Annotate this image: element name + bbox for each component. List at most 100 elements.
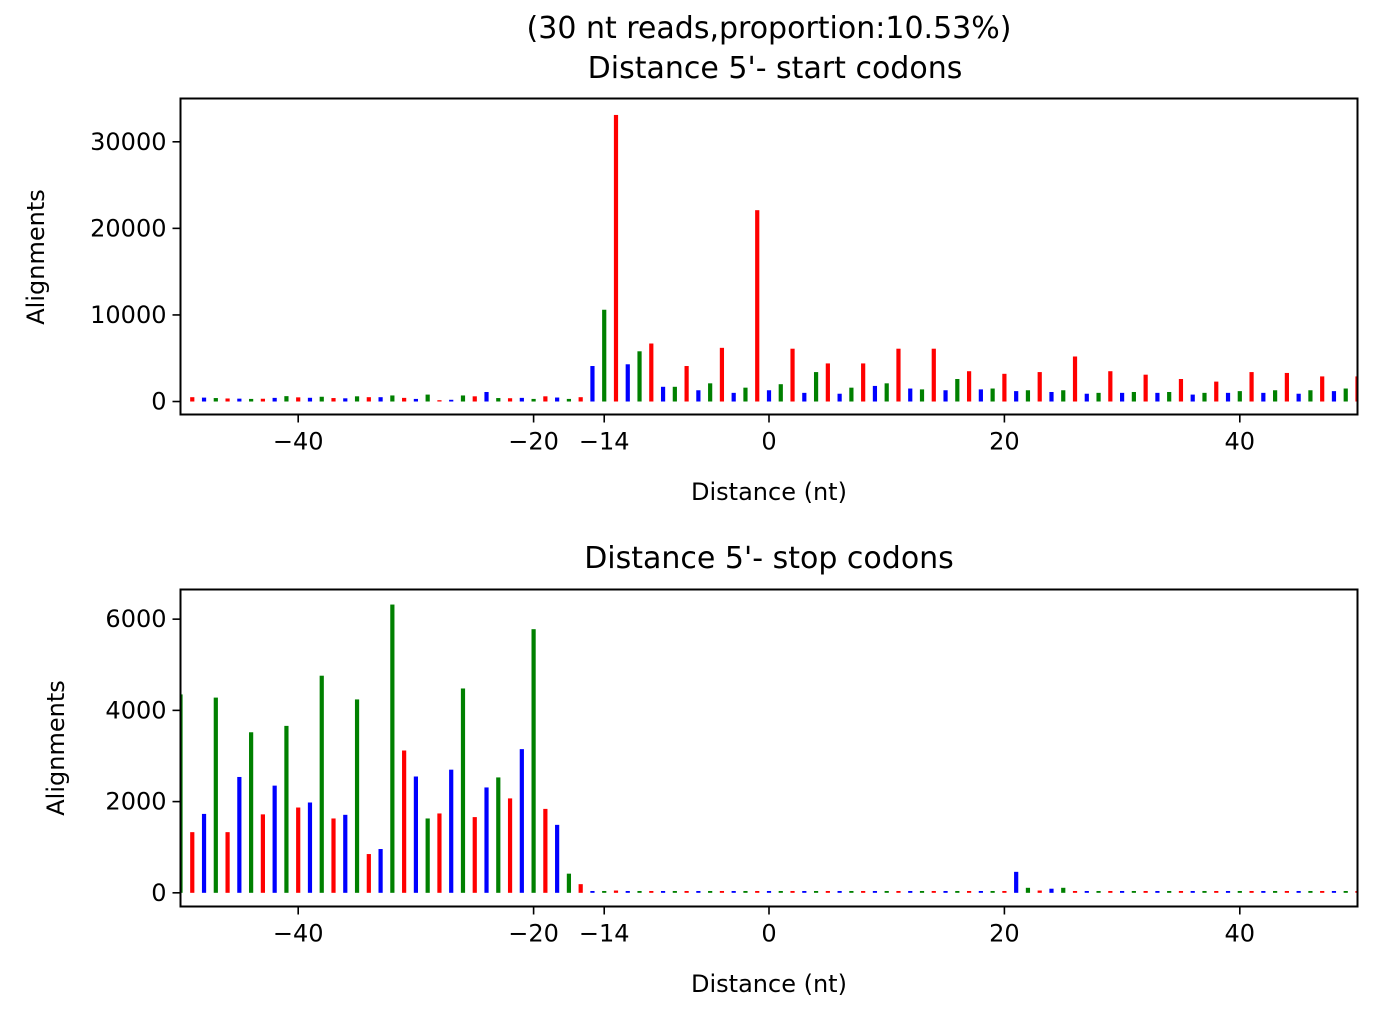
bar-x25 bbox=[1061, 390, 1066, 402]
bar-x-3 bbox=[731, 392, 736, 402]
bar-x-17 bbox=[566, 873, 572, 893]
bar-x48 bbox=[1331, 890, 1337, 893]
bar-x39 bbox=[1225, 392, 1231, 402]
bar-x7 bbox=[849, 387, 854, 402]
bar-x25 bbox=[1061, 887, 1066, 893]
chart-title-line-1: (30 nt reads,proportion:10.53%) bbox=[527, 11, 1012, 46]
bar-x22 bbox=[1025, 390, 1031, 402]
bar-x-40 bbox=[296, 807, 301, 893]
bar-x46 bbox=[1308, 390, 1313, 402]
y-tick-label: 10000 bbox=[90, 301, 166, 329]
bars bbox=[180, 604, 1358, 893]
bar-x-46 bbox=[225, 398, 230, 402]
bar-x-35 bbox=[354, 699, 360, 893]
bar-x17 bbox=[966, 890, 972, 893]
bar-x-26 bbox=[460, 688, 466, 893]
bar-x-35 bbox=[354, 396, 360, 402]
bar-x-43 bbox=[260, 398, 265, 402]
bar-x48 bbox=[1331, 391, 1337, 402]
bar-x0 bbox=[766, 390, 772, 402]
bar-x16 bbox=[955, 379, 960, 402]
y-axis-label: Alignments bbox=[22, 189, 50, 324]
bar-x-32 bbox=[390, 604, 395, 893]
bar-x43 bbox=[1273, 390, 1278, 402]
plot-frame bbox=[179, 97, 1359, 416]
bar-x-44 bbox=[249, 398, 254, 402]
bar-x-23 bbox=[496, 777, 501, 893]
bar-x17 bbox=[966, 371, 972, 402]
x-axis-label: Distance (nt) bbox=[691, 970, 847, 998]
bar-x9 bbox=[872, 890, 878, 893]
bar-x45 bbox=[1296, 890, 1301, 893]
bar-x40 bbox=[1237, 391, 1242, 402]
bar-x44 bbox=[1284, 890, 1289, 893]
bar-x20 bbox=[1002, 890, 1007, 893]
x-tick-label: 0 bbox=[761, 920, 776, 948]
bar-x4 bbox=[813, 890, 819, 893]
bar-x30 bbox=[1120, 392, 1125, 402]
bar-x-42 bbox=[272, 785, 277, 893]
bar-x28 bbox=[1096, 890, 1101, 893]
bar-x49 bbox=[1343, 388, 1348, 402]
bar-x-39 bbox=[307, 802, 313, 893]
bar-x2 bbox=[790, 890, 795, 893]
x-tick-label: −14 bbox=[579, 920, 630, 948]
bar-x-25 bbox=[472, 396, 477, 402]
x-tick-label: 40 bbox=[1225, 428, 1256, 456]
chart-title: Distance 5'- stop codons bbox=[584, 541, 954, 576]
bar-x5 bbox=[825, 363, 830, 402]
bar-x-22 bbox=[507, 398, 513, 402]
bar-x-37 bbox=[331, 398, 336, 402]
bar-x-30 bbox=[413, 776, 418, 893]
bar-x41 bbox=[1249, 372, 1254, 402]
bar-x8 bbox=[861, 890, 866, 893]
bar-x20 bbox=[1002, 373, 1007, 402]
y-tick-label: 30000 bbox=[90, 128, 166, 156]
bar-x27 bbox=[1084, 393, 1089, 402]
bar-x-8 bbox=[672, 890, 677, 893]
bar-x34 bbox=[1167, 890, 1172, 893]
bar-x28 bbox=[1096, 392, 1101, 402]
bar-x46 bbox=[1308, 890, 1313, 893]
bar-x41 bbox=[1249, 890, 1254, 893]
bar-x-2 bbox=[743, 387, 748, 402]
bar-x-42 bbox=[272, 397, 277, 402]
bar-x-14 bbox=[602, 890, 607, 893]
bar-x37 bbox=[1202, 890, 1207, 893]
bar-x-17 bbox=[566, 398, 572, 402]
bar-x-48 bbox=[201, 813, 207, 893]
x-tick-label: 40 bbox=[1225, 920, 1256, 948]
bar-x-45 bbox=[237, 398, 242, 402]
bar-x-41 bbox=[284, 396, 289, 402]
x-axis-ticks: −40 −20 −14 0 20 40 bbox=[273, 414, 1256, 456]
bar-x-30 bbox=[413, 398, 418, 402]
bar-x-7 bbox=[684, 890, 689, 893]
bar-x-4 bbox=[719, 890, 725, 893]
bar-x-34 bbox=[366, 854, 371, 893]
bar-x-13 bbox=[613, 114, 619, 402]
bar-x50 bbox=[1355, 376, 1358, 402]
bar-x26 bbox=[1072, 356, 1078, 402]
bar-x42 bbox=[1261, 890, 1266, 893]
bar-x16 bbox=[955, 890, 960, 893]
bar-x-29 bbox=[425, 394, 430, 402]
bar-x-39 bbox=[307, 397, 313, 402]
bar-x19 bbox=[990, 388, 995, 402]
bar-x22 bbox=[1025, 887, 1031, 893]
bar-x18 bbox=[978, 890, 983, 893]
bar-x14 bbox=[931, 348, 936, 402]
bar-x-36 bbox=[343, 814, 348, 893]
start-codon-chart: (30 nt reads,proportion:10.53%) Distance… bbox=[22, 11, 1359, 506]
bar-x-16 bbox=[578, 397, 583, 402]
bar-x32 bbox=[1143, 374, 1148, 402]
bar-x-4 bbox=[719, 347, 725, 402]
bar-x-5 bbox=[708, 890, 713, 893]
bar-x-12 bbox=[625, 364, 630, 402]
bar-x36 bbox=[1190, 890, 1195, 893]
bar-x47 bbox=[1320, 890, 1325, 893]
bar-x-27 bbox=[449, 399, 454, 402]
bar-x-9 bbox=[660, 890, 666, 893]
bar-x-8 bbox=[672, 386, 677, 402]
bar-x49 bbox=[1343, 890, 1348, 893]
bar-x-45 bbox=[237, 776, 242, 893]
